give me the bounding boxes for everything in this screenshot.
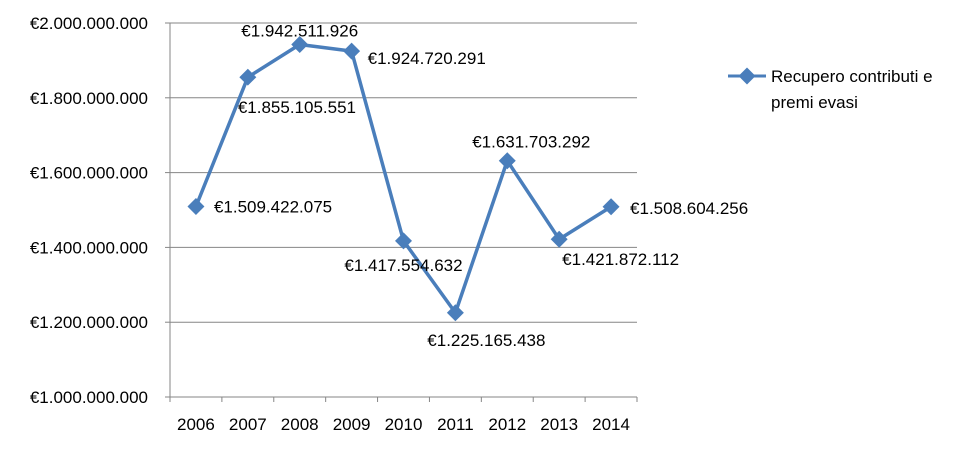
y-tick-label: €2.000.000.000 xyxy=(30,14,148,33)
data-label: €1.942.511.926 xyxy=(241,22,358,41)
x-tick-label: 2007 xyxy=(229,415,267,434)
y-tick-label: €1.600.000.000 xyxy=(30,164,148,183)
data-point xyxy=(550,230,568,248)
series-layer xyxy=(187,36,620,322)
y-tick-label: €1.000.000.000 xyxy=(30,388,148,407)
x-tick-label: 2012 xyxy=(488,415,526,434)
data-point xyxy=(343,42,361,60)
data-label: €1.417.554.632 xyxy=(344,256,462,275)
y-tick-label: €1.400.000.000 xyxy=(30,238,148,257)
data-point xyxy=(498,152,516,170)
x-tick-label: 2010 xyxy=(385,415,423,434)
x-tick-label: 2011 xyxy=(437,415,474,434)
y-tick-label: €1.200.000.000 xyxy=(30,313,148,332)
data-point xyxy=(446,304,464,322)
data-label: €1.508.604.256 xyxy=(630,199,748,218)
data-point xyxy=(395,232,412,250)
x-tick-label: 2009 xyxy=(333,415,371,434)
y-tick-label: €1.800.000.000 xyxy=(30,89,148,108)
legend-marker xyxy=(738,67,756,85)
data-point xyxy=(602,198,620,216)
data-label: €1.225.165.438 xyxy=(427,331,545,350)
y-axis-tick-labels: €1.000.000.000 €1.200.000.000 €1.400.000.0… xyxy=(30,14,148,407)
data-label: €1.509.422.075 xyxy=(214,197,332,216)
x-tick-label: 2008 xyxy=(281,415,319,434)
legend: Recupero contributi e premi evasi xyxy=(728,67,933,112)
axes xyxy=(165,22,638,402)
x-axis-tick-labels: 2006 2007 2008 2009 2010 2011 2012 2013 2014 xyxy=(177,415,630,434)
x-tick-label: 2013 xyxy=(540,415,578,434)
legend-label-line-1: Recupero contributi e xyxy=(771,67,933,86)
x-tick-label: 2014 xyxy=(592,415,630,434)
data-point xyxy=(187,197,205,215)
data-label: €1.631.703.292 xyxy=(472,133,590,152)
legend-label-line-2: premi evasi xyxy=(771,93,858,112)
data-point xyxy=(239,68,257,86)
data-labels: €1.509.422.075 €1.855.105.551 €1.942.511.9… xyxy=(214,22,748,350)
x-tick-label: 2006 xyxy=(177,415,215,434)
data-label: €1.421.872.112 xyxy=(562,250,679,269)
data-label: €1.924.720.291 xyxy=(368,49,486,68)
data-label: €1.855.105.551 xyxy=(238,98,356,117)
